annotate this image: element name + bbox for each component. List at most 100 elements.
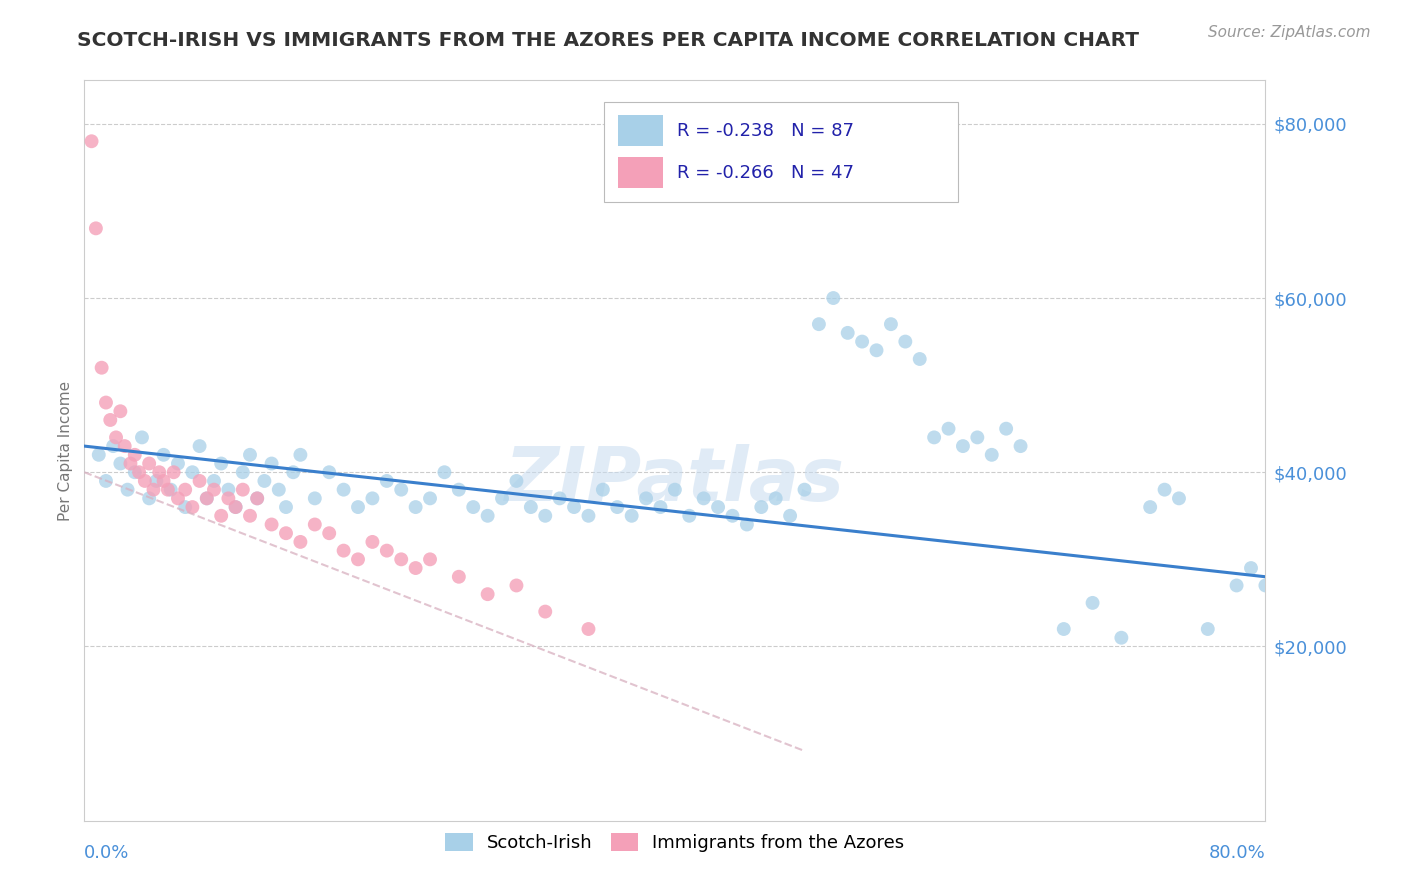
Legend: Scotch-Irish, Immigrants from the Azores: Scotch-Irish, Immigrants from the Azores bbox=[446, 833, 904, 853]
Point bbox=[505, 578, 527, 592]
Point bbox=[167, 457, 190, 471]
Point bbox=[274, 526, 297, 541]
Point bbox=[405, 561, 427, 575]
Point bbox=[267, 483, 290, 497]
Point bbox=[114, 439, 136, 453]
Point bbox=[578, 508, 600, 523]
Point bbox=[232, 483, 254, 497]
Text: SCOTCH-IRISH VS IMMIGRANTS FROM THE AZORES PER CAPITA INCOME CORRELATION CHART: SCOTCH-IRISH VS IMMIGRANTS FROM THE AZOR… bbox=[77, 31, 1139, 50]
Point bbox=[202, 474, 225, 488]
Point bbox=[894, 334, 917, 349]
Point bbox=[152, 448, 174, 462]
Point bbox=[167, 491, 190, 506]
Point bbox=[163, 465, 186, 479]
Point bbox=[181, 465, 204, 479]
Point bbox=[195, 491, 218, 506]
Point bbox=[606, 500, 628, 514]
Point bbox=[491, 491, 513, 506]
Point bbox=[520, 500, 543, 514]
Point bbox=[938, 422, 960, 436]
Y-axis label: Per Capita Income: Per Capita Income bbox=[58, 380, 73, 521]
Point bbox=[678, 508, 700, 523]
Point bbox=[290, 448, 312, 462]
Point bbox=[477, 508, 499, 523]
Point bbox=[124, 448, 146, 462]
Point bbox=[260, 517, 283, 532]
Point bbox=[1010, 439, 1032, 453]
Point bbox=[463, 500, 485, 514]
Point bbox=[138, 491, 160, 506]
Point bbox=[908, 351, 931, 366]
Point bbox=[548, 491, 571, 506]
Point bbox=[274, 500, 297, 514]
Point bbox=[793, 483, 815, 497]
Point bbox=[1168, 491, 1191, 506]
Point bbox=[138, 457, 160, 471]
Point bbox=[880, 317, 903, 331]
Point bbox=[225, 500, 247, 514]
Point bbox=[592, 483, 614, 497]
Point bbox=[1139, 500, 1161, 514]
Point bbox=[120, 457, 142, 471]
Point bbox=[110, 404, 132, 418]
Point bbox=[239, 508, 262, 523]
Point bbox=[101, 439, 124, 453]
Point bbox=[145, 474, 167, 488]
Bar bbox=[605, 103, 959, 202]
Point bbox=[195, 491, 218, 506]
Point bbox=[952, 439, 974, 453]
Point bbox=[84, 221, 107, 235]
Point bbox=[419, 491, 441, 506]
Point bbox=[332, 543, 354, 558]
Point bbox=[128, 465, 150, 479]
Point bbox=[117, 483, 139, 497]
Point bbox=[980, 448, 1002, 462]
Point bbox=[246, 491, 269, 506]
Point bbox=[188, 439, 211, 453]
Point bbox=[239, 448, 262, 462]
Point bbox=[318, 465, 340, 479]
Point bbox=[209, 508, 232, 523]
Point bbox=[447, 570, 470, 584]
Text: R = -0.266   N = 47: R = -0.266 N = 47 bbox=[678, 164, 855, 182]
Point bbox=[1053, 622, 1076, 636]
Point bbox=[142, 483, 165, 497]
Point bbox=[419, 552, 441, 566]
Point bbox=[94, 395, 117, 409]
Point bbox=[1111, 631, 1133, 645]
Point bbox=[105, 430, 128, 444]
Point bbox=[80, 134, 103, 148]
Bar bbox=[619, 115, 664, 146]
Point bbox=[318, 526, 340, 541]
Point bbox=[124, 465, 146, 479]
Point bbox=[232, 465, 254, 479]
Point bbox=[922, 430, 945, 444]
Point bbox=[290, 535, 312, 549]
Point bbox=[389, 552, 412, 566]
Point bbox=[1153, 483, 1175, 497]
Point bbox=[692, 491, 714, 506]
Point bbox=[253, 474, 276, 488]
Point bbox=[148, 465, 170, 479]
Point bbox=[578, 622, 600, 636]
Point bbox=[505, 474, 527, 488]
Point bbox=[433, 465, 456, 479]
Text: 80.0%: 80.0% bbox=[1209, 845, 1265, 863]
Point bbox=[477, 587, 499, 601]
Point bbox=[217, 483, 239, 497]
Point bbox=[246, 491, 269, 506]
Point bbox=[375, 543, 398, 558]
Point bbox=[90, 360, 112, 375]
Text: R = -0.238   N = 87: R = -0.238 N = 87 bbox=[678, 121, 855, 140]
Point bbox=[765, 491, 787, 506]
Point bbox=[202, 483, 225, 497]
Point bbox=[94, 474, 117, 488]
Point bbox=[361, 491, 384, 506]
Point bbox=[1197, 622, 1219, 636]
Point bbox=[735, 517, 758, 532]
Point bbox=[721, 508, 744, 523]
Point bbox=[304, 491, 326, 506]
Point bbox=[332, 483, 354, 497]
Point bbox=[749, 500, 772, 514]
Point bbox=[664, 483, 686, 497]
